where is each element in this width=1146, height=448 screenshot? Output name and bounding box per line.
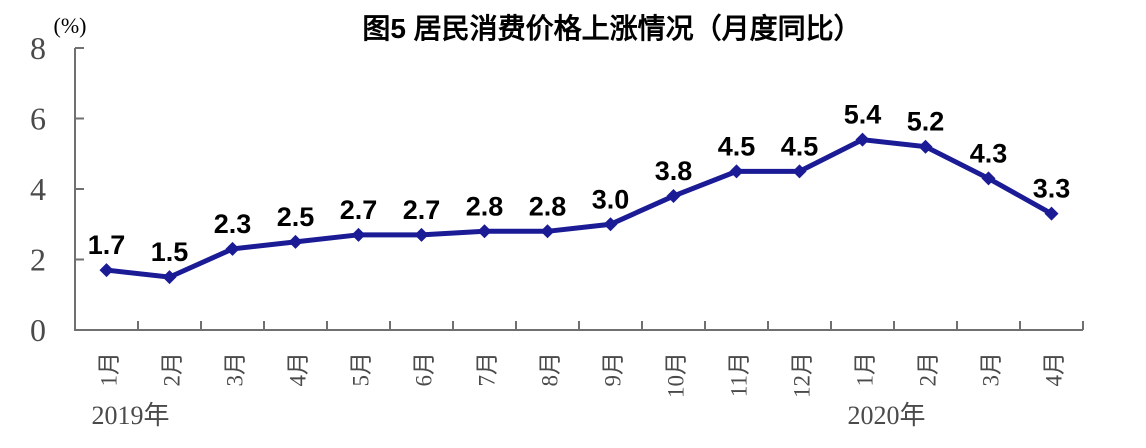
data-point-label: 4.5	[718, 131, 756, 161]
x-tick-month-label: 8月	[538, 352, 563, 387]
y-tick-label: 0	[30, 312, 46, 348]
y-tick-label: 6	[30, 101, 46, 137]
data-point-marker	[981, 171, 996, 186]
y-tick-label: 8	[30, 30, 46, 66]
chart-plot-area: 0 2 4 6 8 1月 2月 3月 4月 5月 6月 7月 8月 9月 10月 11月 12月 1月 2月 3月 4月…	[30, 30, 1084, 430]
x-tick-month-label: 11月	[727, 352, 752, 397]
data-point-marker	[918, 139, 933, 154]
x-tick-month-label: 2月	[916, 352, 941, 387]
x-tick-month-label: 10月	[664, 352, 689, 398]
x-tick-month-label: 2月	[160, 352, 185, 387]
x-axis-year-label: 2020年	[847, 401, 925, 430]
data-point-label: 2.5	[277, 202, 315, 232]
data-point-marker	[540, 224, 555, 239]
data-point-label: 2.8	[529, 191, 567, 221]
data-point-marker	[1044, 206, 1059, 221]
data-point-marker	[855, 132, 870, 147]
data-point-marker	[225, 241, 240, 256]
x-tick-month-label: 4月	[1042, 352, 1067, 387]
x-tick-month-label: 1月	[97, 352, 122, 387]
data-point-label: 2.3	[214, 209, 252, 239]
x-tick-month-label: 3月	[979, 352, 1004, 387]
x-tick-month-label: 12月	[790, 352, 815, 398]
data-point-marker	[99, 263, 114, 278]
chart-title: 图5 居民消费价格上涨情况（月度同比）	[362, 12, 861, 44]
series-line	[106, 137, 1053, 280]
data-point-label: 5.2	[907, 107, 945, 137]
data-point-label: 3.3	[1033, 174, 1071, 204]
data-point-marker	[729, 164, 744, 179]
data-point-marker	[351, 227, 366, 242]
data-point-label: 2.8	[466, 191, 504, 221]
data-point-label: 2.7	[403, 195, 441, 225]
data-point-marker	[477, 224, 492, 239]
x-tick-month-label: 3月	[223, 352, 248, 387]
axes	[74, 48, 1083, 331]
x-tick-month-label: 7月	[475, 352, 500, 387]
x-tick-month-label: 6月	[412, 352, 437, 387]
data-point-marker	[666, 189, 681, 204]
data-point-label: 1.7	[88, 230, 126, 260]
data-point-label: 4.3	[970, 138, 1008, 168]
data-point-label: 4.5	[781, 131, 819, 161]
data-point-marker	[288, 234, 303, 249]
y-tick-label: 2	[30, 242, 46, 278]
data-point-label: 5.4	[844, 100, 882, 130]
data-point-label: 3.0	[592, 184, 630, 214]
data-point-marker	[414, 227, 429, 242]
data-point-marker	[603, 217, 618, 232]
data-point-marker	[162, 270, 177, 285]
x-tick-month-label: 5月	[349, 352, 374, 387]
y-axis-unit-label: (%)	[54, 13, 87, 38]
data-point-label: 3.8	[655, 156, 693, 186]
data-point-marker	[792, 164, 807, 179]
data-point-label: 2.7	[340, 195, 378, 225]
data-point-label: 1.5	[151, 237, 189, 267]
x-tick-month-label: 4月	[286, 352, 311, 387]
x-axis-year-label: 2019年	[91, 401, 169, 430]
y-tick-label: 4	[30, 171, 46, 207]
x-tick-month-label: 9月	[601, 352, 626, 387]
x-tick-month-label: 1月	[853, 352, 878, 387]
